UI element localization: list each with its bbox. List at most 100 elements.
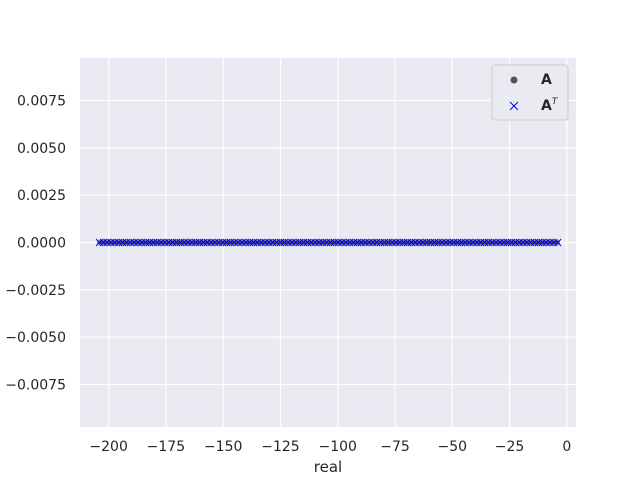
series-at-point xyxy=(453,238,462,247)
series-at-point xyxy=(403,238,412,247)
series-at-point xyxy=(249,238,258,247)
series-at-point xyxy=(357,238,366,247)
series-at-point xyxy=(272,238,281,247)
series-at-point xyxy=(546,238,554,247)
series-at-point xyxy=(488,238,497,247)
series-at-point xyxy=(130,238,138,247)
series-at-point xyxy=(484,238,493,247)
y-tick-label: −0.0050 xyxy=(5,330,66,346)
series-at-point xyxy=(207,238,215,247)
series-at-point xyxy=(349,238,358,247)
series-at-point xyxy=(161,238,169,247)
series-at-point xyxy=(515,238,524,247)
series-at-point xyxy=(530,238,539,247)
series-at-point xyxy=(153,238,162,247)
series-at-point xyxy=(457,238,466,247)
series-at-point xyxy=(253,238,262,247)
legend-label-a: A xyxy=(541,72,552,88)
series-at-point xyxy=(461,238,470,247)
series-at-point xyxy=(188,238,196,247)
series-at-point xyxy=(426,238,435,247)
x-tick-label: −175 xyxy=(147,439,185,455)
series-at-point xyxy=(499,238,508,247)
series-at-point xyxy=(465,238,473,247)
x-tick-label: −75 xyxy=(380,439,410,455)
series-at-point xyxy=(442,238,450,247)
x-tick-label: −100 xyxy=(319,439,357,455)
series-at-point xyxy=(365,238,373,247)
series-at-point xyxy=(476,238,485,247)
series-at-point xyxy=(276,238,285,247)
data-points xyxy=(95,238,562,247)
series-at-point xyxy=(326,238,335,247)
series-at-point xyxy=(438,238,447,247)
series-at-point xyxy=(211,238,219,247)
series-at-point xyxy=(234,238,242,247)
series-at-point xyxy=(523,238,531,247)
series-at-point xyxy=(295,238,304,247)
series-at-point xyxy=(361,238,370,247)
series-at-point xyxy=(164,238,173,247)
series-at-point xyxy=(226,238,235,247)
series-at-point xyxy=(368,238,377,247)
y-tick-label: 0.0000 xyxy=(17,236,66,252)
series-at-point xyxy=(118,238,127,247)
series-at-point xyxy=(257,238,266,247)
series-at-point xyxy=(353,238,362,247)
series-at-point xyxy=(214,238,223,247)
series-at-point xyxy=(342,238,350,247)
series-at-point xyxy=(430,238,439,247)
series-at-point xyxy=(519,238,527,247)
series-at-point xyxy=(261,238,269,247)
series-at-point xyxy=(526,238,535,247)
series-at-point xyxy=(503,238,512,247)
legend: A AT xyxy=(491,64,569,121)
y-tick-label: −0.0075 xyxy=(5,377,66,393)
series-at-point xyxy=(345,238,354,247)
series-at-point xyxy=(311,238,319,247)
series-at-point xyxy=(126,238,135,247)
series-at-point xyxy=(245,238,254,247)
series-at-point xyxy=(446,238,454,247)
series-at-point xyxy=(496,238,504,247)
series-at-point xyxy=(180,238,189,247)
series-at-point xyxy=(141,238,150,247)
series-at-point xyxy=(330,238,339,247)
series-at-point xyxy=(284,238,292,247)
series-at-point xyxy=(172,238,181,247)
y-tick-label: 0.0075 xyxy=(17,94,66,110)
legend-marker-a xyxy=(510,76,518,84)
series-at-point xyxy=(399,238,408,247)
series-at-point xyxy=(553,238,562,247)
series-at-point xyxy=(492,238,500,247)
series-at-point xyxy=(303,238,312,247)
series-at-point xyxy=(114,238,123,247)
series-at-point xyxy=(122,238,131,247)
series-at-point xyxy=(411,238,420,247)
series-at-point xyxy=(434,238,443,247)
series-at-point xyxy=(241,238,250,247)
series-at-point xyxy=(145,238,154,247)
series-at-point xyxy=(238,238,246,247)
x-axis-label: real xyxy=(314,458,342,476)
series-at-point xyxy=(111,238,119,247)
tick-labels: −200 −175 −150 −125 −100 −75 −50 −25 0 0.0075 0.00… xyxy=(5,94,571,455)
x-tick-label: −125 xyxy=(261,439,299,455)
legend-marker-at xyxy=(509,101,519,111)
series-at-point xyxy=(199,238,208,247)
series-at-point xyxy=(157,238,165,247)
series-at-point xyxy=(322,238,331,247)
y-tick-label: 0.0025 xyxy=(17,188,66,204)
series-at-point xyxy=(507,238,516,247)
series-at-point xyxy=(168,238,177,247)
x-tick-label: −50 xyxy=(438,439,468,455)
series-at-point xyxy=(422,238,431,247)
y-tick-label: 0.0050 xyxy=(17,141,66,157)
series-at-point xyxy=(268,238,277,247)
x-tick-label: 0 xyxy=(562,439,571,455)
series-at-point xyxy=(99,238,108,247)
series-at-point xyxy=(149,238,158,247)
series-at-point xyxy=(280,238,289,247)
series-at-point xyxy=(318,238,327,247)
series-at-point xyxy=(176,238,185,247)
